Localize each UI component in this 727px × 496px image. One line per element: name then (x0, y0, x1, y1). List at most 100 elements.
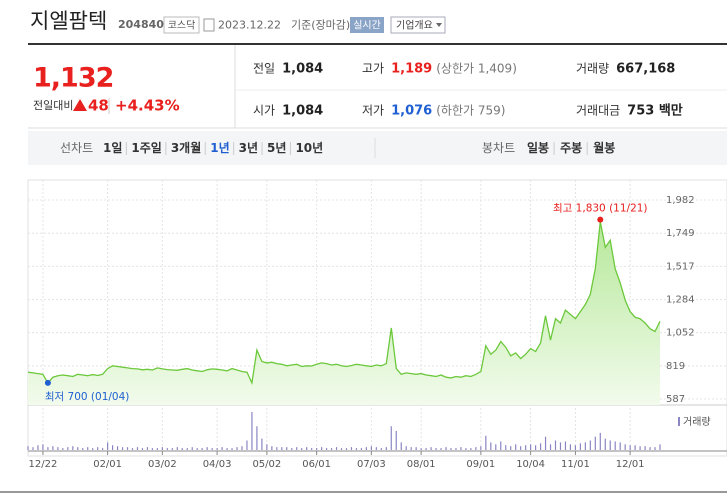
y-tick-label: 819 (666, 361, 685, 372)
volume-bar (77, 447, 79, 450)
x-tick-label: 07/03 (357, 459, 386, 470)
max-marker (597, 216, 604, 223)
volume-bar (340, 448, 343, 450)
volume-bar (510, 446, 512, 450)
y-tick-label: 1,052 (666, 328, 695, 339)
price: 1,132 (33, 63, 113, 94)
volume-bar (176, 447, 178, 450)
x-tick-label: 10/04 (516, 459, 545, 470)
volume-bar (649, 447, 651, 450)
y-tick-label: 1,517 (666, 261, 695, 272)
x-tick-label: 06/01 (302, 459, 331, 470)
period-tab[interactable]: 1주일 (131, 141, 161, 155)
volume-bar (614, 441, 616, 450)
period-tab[interactable]: 3년 (239, 141, 258, 155)
volume-bar (27, 446, 29, 450)
stat-label: 거래량 (576, 62, 609, 76)
candle-tab[interactable]: 월봉 (593, 140, 615, 155)
volume-bar (330, 448, 333, 450)
volume-legend-swatch (678, 417, 680, 426)
volume-bar (544, 436, 547, 450)
volume-bar (186, 448, 188, 450)
volume-bar (400, 442, 402, 450)
company-info[interactable]: 기업개요 (396, 19, 433, 32)
volume-bar (654, 447, 656, 450)
x-tick-label: 12/22 (29, 459, 58, 470)
company-info-button[interactable] (390, 16, 446, 34)
realtime[interactable]: 실시간 (353, 20, 381, 32)
stat-value: 1,084 (282, 62, 323, 77)
volume-bar (490, 442, 492, 450)
volume-bar (465, 448, 467, 450)
volume-bar (335, 447, 338, 450)
volume-bar (365, 447, 367, 450)
period-tab[interactable]: 10년 (295, 141, 323, 155)
company-name: 지엘팜텍 (30, 9, 107, 33)
volume-bar (171, 448, 173, 450)
volume-bar (221, 447, 223, 450)
volume-bar (47, 447, 49, 450)
volume-bar (549, 444, 552, 450)
volume-bar (301, 448, 303, 450)
volume-bar (32, 447, 34, 450)
x-tick-label: 02/01 (93, 459, 122, 470)
realtime-badge[interactable] (350, 17, 384, 33)
period-tab[interactable]: 5년 (267, 141, 286, 155)
y-tick-label: 587 (666, 394, 685, 405)
volume-bar (425, 448, 427, 450)
volume-bar (291, 448, 293, 450)
volume-bar (390, 426, 392, 450)
period-tab[interactable]: 3개월 (171, 140, 201, 155)
volume-bar (624, 444, 626, 450)
volume-bar (116, 446, 119, 450)
volume-bar (136, 447, 139, 450)
volume-bar (360, 448, 363, 450)
stat-note: (하한가 759) (436, 104, 505, 118)
period-tab[interactable]: 1일 (103, 141, 122, 155)
volume-bar (191, 447, 193, 450)
volume-bar (495, 444, 497, 450)
volume-bar (639, 446, 641, 450)
tab-bar (28, 131, 727, 165)
volume-bar (166, 448, 168, 450)
volume-bar (594, 436, 596, 450)
volume-legend: 거래량 (683, 416, 711, 428)
volume-bar (485, 435, 487, 450)
change-pct: +4.43% (115, 97, 180, 115)
volume-bar (236, 447, 238, 450)
volume-bar (161, 447, 163, 450)
period-tab[interactable]: 1년 (210, 141, 229, 155)
volume-bar (579, 443, 581, 450)
candle-tab[interactable]: 일봉 (527, 141, 549, 155)
candle-tab[interactable]: 주봉 (560, 141, 582, 155)
volume-bar (246, 440, 248, 450)
volume-bar (430, 447, 432, 450)
up-arrow (73, 99, 87, 111)
volume-bar (97, 447, 99, 450)
volume-bar (634, 445, 636, 450)
volume-bar (325, 448, 328, 450)
volume-bar (107, 442, 109, 450)
volume-bar (405, 446, 407, 450)
volume-bar (111, 445, 114, 450)
market: 코스닥 (168, 20, 196, 32)
volume-bar (520, 446, 522, 450)
volume-bar (42, 444, 44, 450)
volume-bar (370, 446, 372, 450)
volume-bar (67, 447, 69, 450)
volume-bar (599, 432, 601, 450)
volume-bar (385, 447, 387, 450)
x-tick-label: 12/01 (616, 459, 645, 470)
price-area (28, 221, 660, 405)
volume-bar (534, 445, 537, 450)
volume-bar (415, 447, 417, 450)
volume-bar (181, 448, 183, 450)
date: 2023.12.22 (218, 19, 281, 32)
volume-bar (644, 446, 646, 450)
volume-bar (37, 445, 39, 450)
volume-bar (574, 445, 577, 450)
stat-label: 거래대금 (576, 104, 620, 118)
change: 48 (88, 97, 109, 115)
volume-bar (151, 448, 154, 450)
volume-bar (62, 448, 64, 450)
